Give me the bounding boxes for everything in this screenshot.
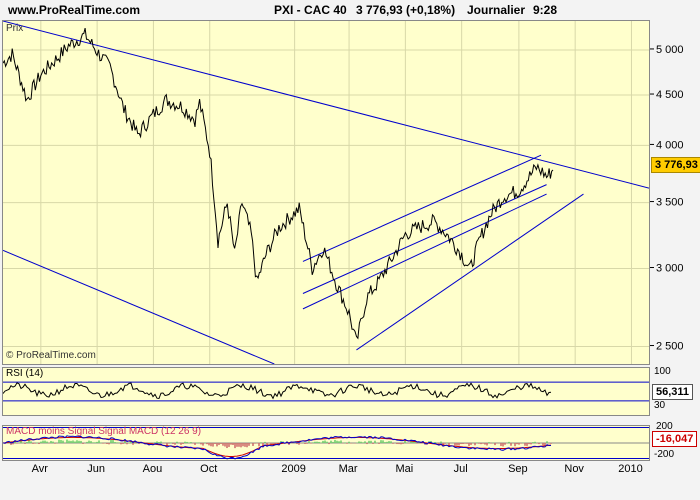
trendline	[2, 20, 650, 189]
macd-label: MACD moins Signal Signal MACD (12 26 9)	[6, 426, 202, 437]
x-tick-label: Sep	[508, 463, 528, 475]
price-tick-label: 5 000	[656, 44, 684, 56]
trendline	[302, 193, 547, 310]
symbol-label: PXI - CAC 40	[274, 3, 347, 17]
x-tick-label: 2009	[281, 463, 306, 475]
macd-tick-neg200: -200	[654, 449, 675, 460]
macd-value-badge: -16,047	[652, 431, 698, 447]
watermark: © ProRealTime.com	[6, 350, 96, 361]
x-tick-label: Aou	[142, 463, 163, 475]
rsi-chart	[2, 381, 649, 402]
price-tick-label: 3 500	[656, 197, 684, 209]
header-bar: www.ProRealTime.com PXI - CAC 40 3 776,9…	[0, 0, 700, 20]
price-series-line	[2, 27, 554, 340]
price-y-axis: 5 000 4 500 4 000 3 500 3 000 2 500	[650, 44, 684, 353]
macd-line	[2, 435, 551, 460]
x-tick-label: Oct	[200, 463, 218, 475]
price-panel-label: Prix	[6, 23, 24, 34]
macd-chart	[2, 427, 649, 460]
x-tick-label: Jul	[453, 463, 468, 475]
quote-label: 3 776,93 (+0,18%)	[356, 3, 456, 17]
price-tick-label: 4 000	[656, 139, 684, 151]
rsi-line	[2, 382, 552, 400]
x-tick-label: 2010	[618, 463, 643, 475]
x-tick-label: Jun	[87, 463, 105, 475]
price-tick-label: 4 500	[656, 89, 684, 101]
price-tick-label: 3 000	[656, 263, 684, 275]
rsi-level-100: 100	[654, 366, 671, 377]
rsi-value-badge: 56,311	[652, 384, 694, 400]
x-tick-label: Nov	[564, 463, 584, 475]
rsi-label: RSI (14)	[6, 368, 44, 379]
rsi-level-30: 30	[654, 400, 666, 411]
macd-tick-200: 200	[656, 421, 673, 432]
x-tick-label: Mai	[395, 463, 414, 475]
rsi-panel	[2, 367, 650, 416]
price-panel	[2, 20, 650, 365]
price-tick-label: 2 500	[656, 341, 684, 353]
period-label: Journalier	[467, 3, 526, 17]
time-label: 9:28	[533, 3, 558, 17]
x-tick-label: Mar	[338, 463, 358, 475]
x-tick-label: Avr	[31, 463, 48, 475]
site-title[interactable]: www.ProRealTime.com	[8, 3, 141, 17]
macd-panel	[2, 425, 650, 461]
price-chart	[2, 20, 650, 365]
price-badge: 3 776,93	[651, 157, 700, 173]
trendline	[356, 193, 584, 351]
trendline	[302, 184, 547, 294]
macd-signal-line	[2, 436, 552, 457]
trendline	[302, 154, 542, 262]
trendline	[2, 249, 275, 365]
